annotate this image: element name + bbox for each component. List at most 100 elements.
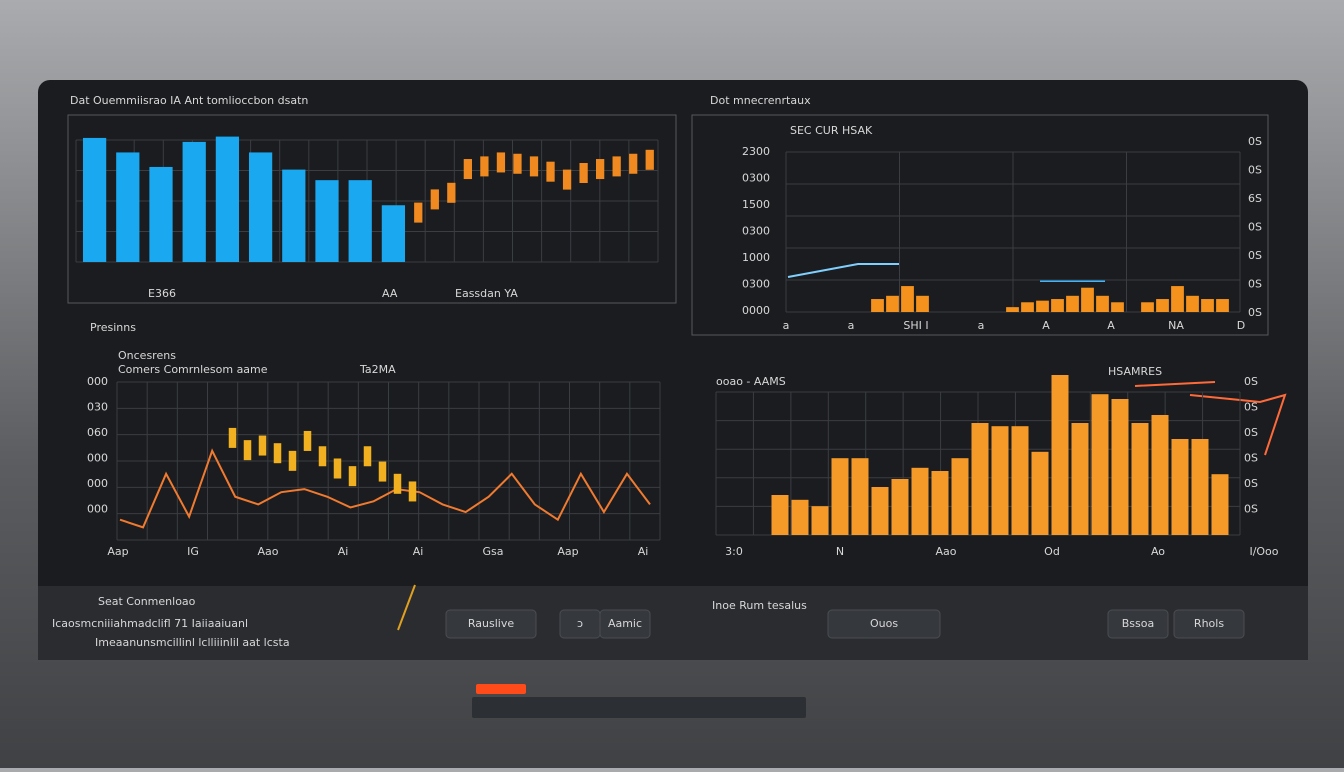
axis-label: 0S: [1244, 401, 1258, 414]
footer-label: AA: [382, 287, 398, 300]
bar: [1051, 299, 1064, 312]
axis-label: 0S: [1244, 477, 1258, 490]
axis-label: 000: [87, 375, 108, 388]
axis-label: a: [783, 319, 790, 332]
stand: [472, 697, 806, 718]
button-label: Rhols: [1194, 617, 1224, 630]
axis-label: a: [848, 319, 855, 332]
axis-label: A: [1107, 319, 1115, 332]
axis-label: 1000: [742, 251, 770, 264]
axis-label: Ai: [338, 545, 349, 558]
candle: [303, 430, 312, 451]
axis-label: 0S: [1248, 249, 1262, 262]
candle: [430, 189, 439, 210]
bar: [1191, 439, 1209, 535]
axis-label: 3:0: [725, 545, 743, 558]
bar: [911, 467, 929, 535]
axis-label: A: [1042, 319, 1050, 332]
axis-label: Gsa: [483, 545, 504, 558]
button[interactable]: [1107, 609, 1169, 639]
axis-label: 060: [87, 426, 108, 439]
bar: [1066, 295, 1079, 312]
candle: [348, 466, 357, 487]
candle: [408, 481, 417, 502]
bar: [1111, 399, 1129, 535]
bar: [182, 141, 206, 262]
bar: [1171, 286, 1184, 312]
button[interactable]: [445, 609, 537, 639]
button-label: Rauslive: [468, 617, 514, 630]
candle: [414, 202, 423, 223]
footer-label: Eassdan YA: [455, 287, 518, 300]
bar: [991, 426, 1009, 535]
panel-subtitle: SEC CUR HSAK: [790, 124, 873, 137]
button-label: ɔ: [577, 617, 583, 630]
indicator: [476, 684, 526, 694]
bar: [1006, 307, 1019, 312]
candle: [480, 156, 489, 177]
candle: [318, 446, 327, 467]
button[interactable]: [1173, 609, 1245, 639]
bar: [1211, 474, 1229, 535]
controls-text: Icaosmcniiiahmadclifl 71 Iaiiaaiuanl: [52, 617, 248, 630]
bar: [215, 136, 240, 262]
bar: [1031, 451, 1049, 535]
controls-text: Imeaanunsmcillinl lclliiinlil aat lcsta: [95, 636, 290, 649]
bar: [1091, 394, 1109, 535]
axis-label: I/Ooo: [1249, 545, 1278, 558]
axis-label: D: [1237, 319, 1245, 332]
axis-label: 030: [87, 401, 108, 414]
candle: [228, 427, 237, 448]
bar: [1131, 423, 1149, 535]
axis-label: N: [836, 545, 844, 558]
panel-title: Presinns: [90, 321, 136, 334]
panel-title: Dat Ouemmiisrao IA Ant tomlioccbon dsatn: [70, 94, 308, 107]
axis-label: Aao: [258, 545, 279, 558]
candle: [529, 156, 539, 177]
bar: [771, 495, 789, 535]
bar: [381, 205, 406, 262]
axis-label: SHI I: [903, 319, 928, 332]
button[interactable]: [599, 609, 651, 639]
axis-label: 000: [87, 452, 108, 465]
candle: [513, 153, 522, 174]
axis-label: Ai: [413, 545, 424, 558]
axis-label: IG: [187, 545, 199, 558]
axis-label: Ao: [1151, 545, 1165, 558]
bar: [1021, 302, 1034, 312]
candle: [378, 461, 387, 482]
axis-label: 0S: [1244, 375, 1258, 388]
bar: [1096, 295, 1109, 312]
bar: [971, 423, 989, 535]
axis-label: 0S: [1248, 306, 1262, 319]
axis-label: 0S: [1248, 221, 1262, 234]
controls-title: Seat Conmenloao: [98, 595, 196, 608]
candle: [596, 159, 605, 180]
legend-label: Comers Comrnlesom aame: [118, 363, 268, 376]
candle: [562, 169, 572, 190]
bar: [791, 499, 809, 535]
axis-label: 000: [87, 477, 108, 490]
axis-label: Aao: [936, 545, 957, 558]
bar: [1141, 302, 1154, 312]
panel-title: HSAMRES: [1108, 365, 1162, 378]
status-text: Inoe Rum tesalus: [712, 599, 807, 612]
axis-label: 0300: [742, 172, 770, 185]
line-series: [119, 448, 651, 529]
panel-frame: [691, 114, 1269, 336]
button[interactable]: [827, 609, 941, 639]
bar: [811, 506, 829, 535]
axis-label: 0000: [742, 304, 770, 317]
candle: [258, 435, 267, 456]
axis-label: Ai: [638, 545, 649, 558]
candle: [629, 153, 638, 174]
bar: [1186, 295, 1199, 312]
axis-label: 1500: [742, 198, 770, 211]
axis-label: 0300: [742, 225, 770, 238]
bar: [1201, 299, 1214, 312]
trend-line: [787, 263, 900, 278]
bar: [931, 471, 949, 535]
axis-label: 6S: [1248, 192, 1262, 205]
